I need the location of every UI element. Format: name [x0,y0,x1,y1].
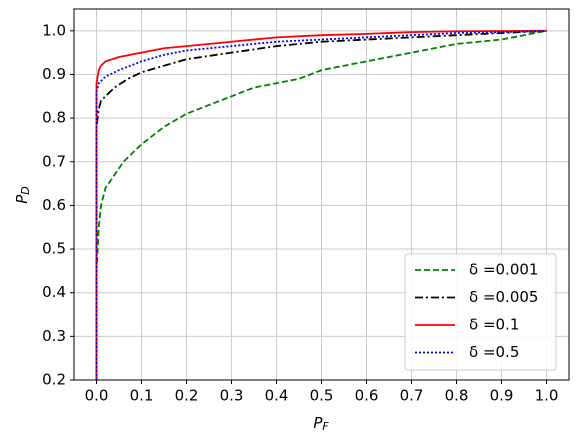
y-tick-label: 0.5 [42,240,66,258]
y-tick-label: 0.6 [42,196,66,214]
y-label-sub: D [19,186,32,194]
line [95,29,547,380]
x-label-main: P [313,414,323,432]
x-tick-label: 0.7 [400,387,424,405]
y-axis-label: PD [13,186,33,204]
x-tick-label: 0.9 [490,387,514,405]
y-tick-label: 0.3 [42,327,66,345]
legend-box [404,253,557,371]
y-tick-label: 0.4 [42,283,66,301]
legend-label: δ =0.005 [469,288,538,306]
plot-frame [73,8,570,381]
x-tick-label: 0.2 [175,387,199,405]
x-tick-label: 0.6 [355,387,379,405]
x-tick-label: 1.0 [535,387,559,405]
y-tick-label: 0.8 [42,109,66,127]
line [95,29,547,380]
legend-label: δ =0.1 [469,316,519,334]
x-tick-label: 0.0 [85,387,109,405]
x-tick-label: 0.8 [445,387,469,405]
x-tick-label: 0.4 [265,387,289,405]
y-label-main: P [13,194,31,204]
line [95,29,547,380]
legend-label: δ =0.5 [469,343,519,361]
x-tick-label: 0.1 [130,387,154,405]
y-tick-label: 0.9 [42,65,66,83]
x-tick-label: 0.5 [310,387,334,405]
line [95,29,547,380]
x-label-sub: F [322,420,329,433]
y-tick-label: 1.0 [42,21,66,39]
legend-label: δ =0.001 [469,261,538,279]
x-axis-label: PF [313,414,329,434]
y-tick-label: 0.7 [42,152,66,170]
x-tick-label: 0.3 [220,387,244,405]
y-tick-label: 0.2 [42,371,66,389]
